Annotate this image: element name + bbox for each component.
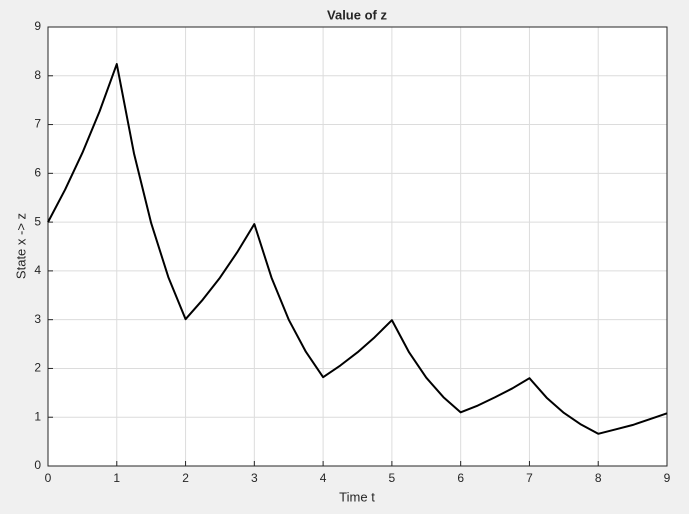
y-tick-label: 3	[34, 312, 41, 326]
y-tick-label: 0	[34, 458, 41, 472]
y-tick-label: 8	[34, 68, 41, 82]
y-tick-label: 2	[34, 361, 41, 375]
data-line	[47, 63, 668, 435]
x-tick-label: 9	[664, 471, 671, 485]
x-tick-label: 6	[457, 471, 464, 485]
y-tick-label: 1	[34, 409, 41, 423]
plot-area	[48, 27, 667, 466]
x-tick-label: 1	[113, 471, 120, 485]
x-tick-label: 2	[182, 471, 189, 485]
x-tick-label: 0	[45, 471, 52, 485]
y-tick-label: 9	[34, 19, 41, 33]
y-tick-label: 4	[34, 263, 41, 277]
y-tick-label: 6	[34, 166, 41, 180]
y-tick-label: 7	[34, 117, 41, 131]
x-tick-label: 3	[251, 471, 258, 485]
x-tick-label: 4	[320, 471, 327, 485]
axes-box	[47, 26, 668, 467]
chart-title: Value of z	[327, 7, 387, 22]
y-axis-label: State x -> z	[13, 213, 28, 279]
x-tick-label: 5	[389, 471, 396, 485]
x-axis-label: Time t	[339, 489, 375, 504]
y-tick-label: 5	[34, 214, 41, 228]
x-tick-label: 8	[595, 471, 602, 485]
x-tick-label: 7	[526, 471, 533, 485]
